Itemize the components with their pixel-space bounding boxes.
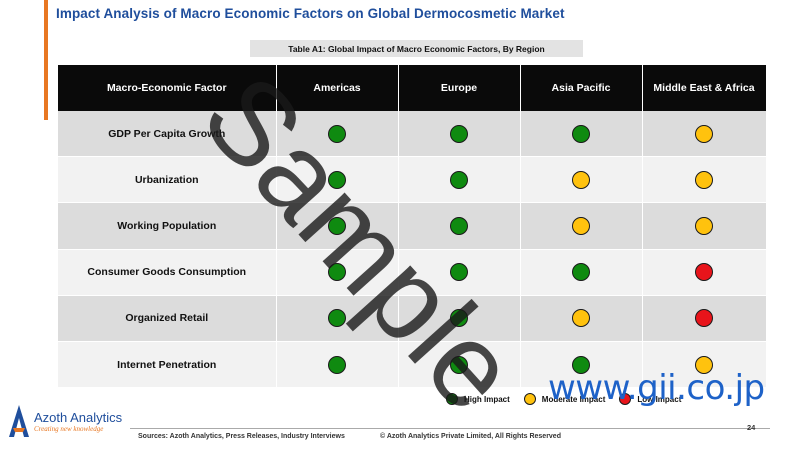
accent-bar <box>44 0 48 120</box>
impact-dot-high <box>450 309 468 328</box>
company-logo: Azoth Analytics Creating new knowledge <box>8 404 122 438</box>
page-title: Impact Analysis of Macro Economic Factor… <box>56 6 565 21</box>
impact-cell-europe <box>398 341 521 389</box>
table-body: GDP Per Capita Growth Urbanization Working… <box>58 111 767 389</box>
table-row: Internet Penetration <box>58 341 767 389</box>
factor-cell: Organized Retail <box>58 295 277 342</box>
site-watermark: www.gii.co.jp <box>548 368 765 408</box>
factor-cell: Internet Penetration <box>58 341 277 389</box>
impact-table: Macro-Economic Factor Americas Europe As… <box>58 65 767 389</box>
impact-cell-americas <box>276 156 399 204</box>
impact-cell-middle-east-africa <box>642 156 767 204</box>
impact-cell-asia-pacific <box>520 341 643 389</box>
impact-dot-high <box>450 170 468 189</box>
legend-moderate: Moderate Impact <box>523 393 606 405</box>
legend-low-dot <box>619 393 632 405</box>
impact-cell-middle-east-africa <box>642 295 767 342</box>
logo-text: Azoth Analytics Creating new knowledge <box>34 410 122 433</box>
impact-dot-high <box>450 124 468 143</box>
impact-dot-high <box>328 355 346 374</box>
impact-dot-high <box>328 263 346 282</box>
impact-cell-asia-pacific <box>520 156 643 204</box>
impact-dot-moderate <box>572 309 590 328</box>
legend-low-label: Low Impact <box>637 394 682 404</box>
impact-dot-moderate <box>695 216 713 235</box>
impact-cell-asia-pacific <box>520 202 643 250</box>
impact-cell-americas <box>276 295 399 342</box>
impact-cell-middle-east-africa <box>642 249 767 296</box>
impact-cell-middle-east-africa <box>642 202 767 250</box>
table-row: Consumer Goods Consumption <box>58 249 767 296</box>
impact-cell-americas <box>276 341 399 389</box>
impact-dot-high <box>328 216 346 235</box>
factor-cell: Working Population <box>58 202 277 250</box>
impact-cell-asia-pacific <box>520 295 643 342</box>
impact-dot-high <box>328 309 346 328</box>
header-row: Macro-Economic Factor Americas Europe As… <box>58 65 767 111</box>
impact-dot-high <box>450 263 468 282</box>
table-caption: Table A1: Global Impact of Macro Economi… <box>250 40 583 57</box>
header-americas: Americas <box>276 65 399 111</box>
footer-copyright: © Azoth Analytics Private Limited, All R… <box>380 433 561 440</box>
logo-mark-icon <box>9 405 29 437</box>
impact-cell-europe <box>398 295 521 342</box>
factor-cell: GDP Per Capita Growth <box>58 111 277 158</box>
impact-dot-moderate <box>572 216 590 235</box>
impact-dot-moderate <box>695 170 713 189</box>
impact-cell-middle-east-africa <box>642 341 767 389</box>
impact-dot-low <box>695 263 713 282</box>
impact-cell-europe <box>398 202 521 250</box>
table-row: Organized Retail <box>58 295 767 342</box>
factor-cell: Consumer Goods Consumption <box>58 249 277 296</box>
header-europe: Europe <box>398 65 521 111</box>
impact-cell-europe <box>398 111 521 158</box>
logo-tagline: Creating new knowledge <box>34 424 104 433</box>
table-row: Urbanization <box>58 156 767 204</box>
logo-name: Azoth Analytics <box>34 409 123 425</box>
impact-dot-moderate <box>695 124 713 143</box>
impact-dot-high <box>572 124 590 143</box>
legend-moderate-label: Moderate Impact <box>541 394 606 404</box>
legend-high-label: High Impact <box>464 394 510 404</box>
header-middle-east-africa: Middle East & Africa <box>642 65 767 111</box>
impact-dot-moderate <box>695 355 713 374</box>
impact-cell-europe <box>398 156 521 204</box>
impact-dot-high <box>450 355 468 374</box>
impact-dot-high <box>328 124 346 143</box>
impact-dot-high <box>572 355 590 374</box>
legend-moderate-dot <box>523 393 536 405</box>
impact-dot-high <box>450 216 468 235</box>
header-factor: Macro-Economic Factor <box>58 65 277 111</box>
legend-high: High Impact <box>446 393 510 405</box>
table-row: GDP Per Capita Growth <box>58 111 767 158</box>
factor-cell: Urbanization <box>58 156 277 204</box>
table-header: Macro-Economic Factor Americas Europe As… <box>58 65 767 111</box>
legend-low: Low Impact <box>619 393 681 405</box>
footer-divider <box>130 428 770 429</box>
table-row: Working Population <box>58 202 767 250</box>
impact-cell-asia-pacific <box>520 249 643 296</box>
legend: High Impact Moderate Impact Low Impact <box>446 392 695 406</box>
impact-cell-asia-pacific <box>520 111 643 158</box>
impact-dot-high <box>328 170 346 189</box>
footer-sources: Sources: Azoth Analytics, Press Releases… <box>138 433 345 440</box>
impact-cell-americas <box>276 249 399 296</box>
impact-cell-middle-east-africa <box>642 111 767 158</box>
legend-high-dot <box>446 393 458 405</box>
impact-dot-low <box>695 309 713 328</box>
impact-cell-americas <box>276 111 399 158</box>
impact-cell-europe <box>398 249 521 296</box>
header-asia-pacific: Asia Pacific <box>520 65 643 111</box>
page-number: 24 <box>747 423 756 432</box>
impact-cell-americas <box>276 202 399 250</box>
impact-dot-moderate <box>572 170 590 189</box>
impact-dot-high <box>572 263 590 282</box>
